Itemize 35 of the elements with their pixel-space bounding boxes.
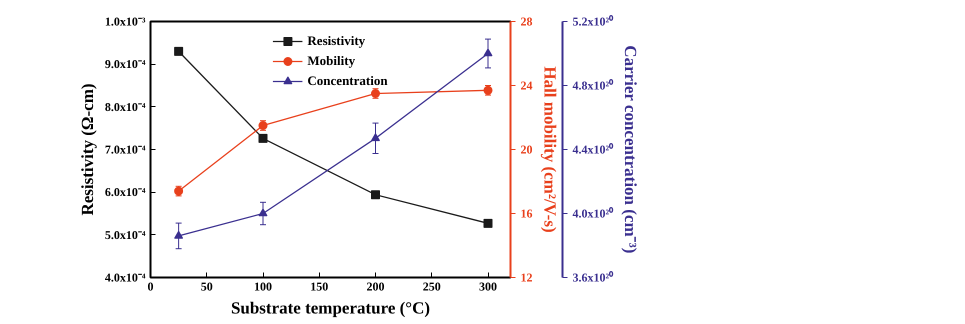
y-tick-label: 4.0x10⁻⁴ xyxy=(104,270,146,284)
y2-axis-title: Hall mobility (cm²/V-s) xyxy=(540,66,560,233)
x-tick-label: 100 xyxy=(254,280,272,294)
x-tick-label: 300 xyxy=(479,280,497,294)
y-tick-label: 6.0x10⁻⁴ xyxy=(104,185,146,200)
y3-axis-title: Carrier concentration (cm⁻³) xyxy=(621,45,640,254)
point xyxy=(484,218,492,228)
y2-tick-label: 20 xyxy=(520,142,532,156)
y-tick-label: 8.0x10⁻⁴ xyxy=(104,100,146,114)
x-tick-label: 50 xyxy=(200,280,213,294)
y3-tick-label: 4.4x10²⁰ xyxy=(572,142,614,156)
x-tick-label: 250 xyxy=(422,280,441,294)
y2-tick-label: 12 xyxy=(520,270,532,284)
point xyxy=(371,190,380,200)
x-tick-label: 200 xyxy=(366,280,384,294)
y3-tick-label: 5.2x10²⁰ xyxy=(572,14,614,28)
y3-tick-label: 4.0x10²⁰ xyxy=(572,206,614,220)
y-tick-label: 9.0x10⁻⁴ xyxy=(104,57,146,72)
point xyxy=(258,134,268,143)
point xyxy=(174,46,184,56)
y2-tick-label: 24 xyxy=(520,78,532,92)
y3-tick-label: 3.6x10²⁰ xyxy=(572,270,614,284)
legend-label: Mobility xyxy=(307,53,356,69)
y2-tick-label: 28 xyxy=(520,14,532,28)
y-tick-label: 7.0x10⁻⁴ xyxy=(104,142,146,156)
y-axis-title: Resistivity (Ω-cm) xyxy=(78,83,97,216)
y2-tick-label: 16 xyxy=(520,206,532,220)
y3-tick-label: 4.8x10²⁰ xyxy=(572,78,614,92)
x-tick-label: 0 xyxy=(148,280,154,294)
x-tick-label: 150 xyxy=(310,280,328,294)
legend-label: Concentration xyxy=(307,73,388,89)
legend-label: Resistivity xyxy=(307,33,366,49)
y-tick-label: 1.0x10⁻³ xyxy=(104,14,146,28)
y-tick-label: 5.0x10⁻⁴ xyxy=(104,228,146,242)
x-axis-title: Substrate temperature (°C) xyxy=(230,298,430,318)
